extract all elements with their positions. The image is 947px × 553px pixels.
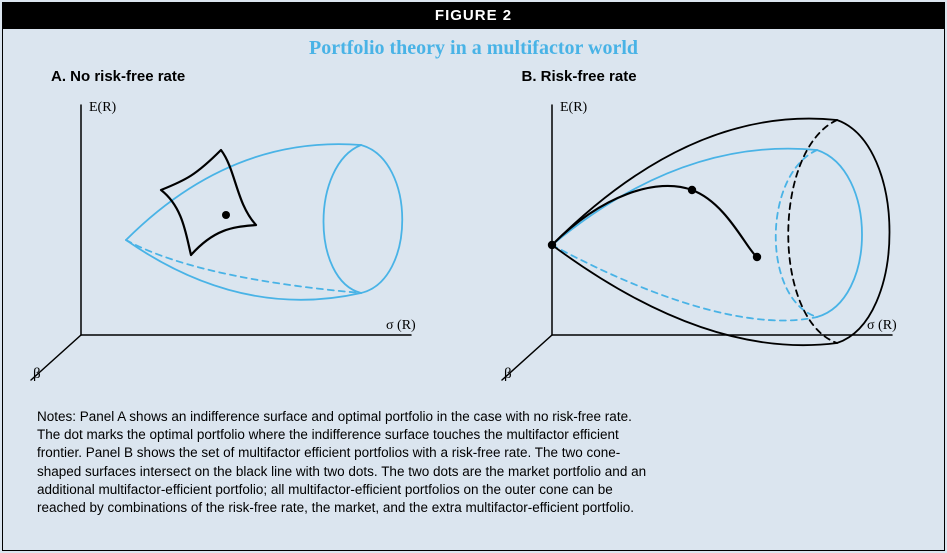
- panels-row: A. No risk-free rate E(R) σ (R) β B. Risk-…: [3, 66, 944, 404]
- panel-b-svg: E(R) σ (R) β: [482, 85, 922, 385]
- svg-text:β: β: [33, 366, 41, 382]
- svg-text:σ (R): σ (R): [386, 318, 416, 333]
- svg-text:E(R): E(R): [89, 100, 117, 115]
- panel-a-title: A. No risk-free rate: [51, 68, 466, 85]
- panel-a: A. No risk-free rate E(R) σ (R) β: [3, 66, 474, 404]
- panel-a-chart: E(R) σ (R) β: [11, 85, 451, 385]
- figure-container: FIGURE 2 Portfolio theory in a multifact…: [0, 0, 947, 553]
- figure-subtitle: Portfolio theory in a multifactor world: [3, 37, 944, 60]
- panel-a-svg: E(R) σ (R) β: [11, 85, 451, 385]
- panel-b: B. Risk-free rate E(R) σ (R) β: [474, 66, 945, 404]
- svg-text:β: β: [504, 366, 512, 382]
- svg-text:E(R): E(R): [560, 100, 588, 115]
- figure-frame: FIGURE 2 Portfolio theory in a multifact…: [2, 2, 945, 551]
- panel-b-title: B. Risk-free rate: [522, 68, 937, 85]
- figure-notes: Notes: Panel A shows an indifference sur…: [3, 404, 944, 525]
- svg-text:σ (R): σ (R): [867, 318, 897, 333]
- figure-label: FIGURE 2: [3, 3, 944, 29]
- panel-b-chart: E(R) σ (R) β: [482, 85, 922, 385]
